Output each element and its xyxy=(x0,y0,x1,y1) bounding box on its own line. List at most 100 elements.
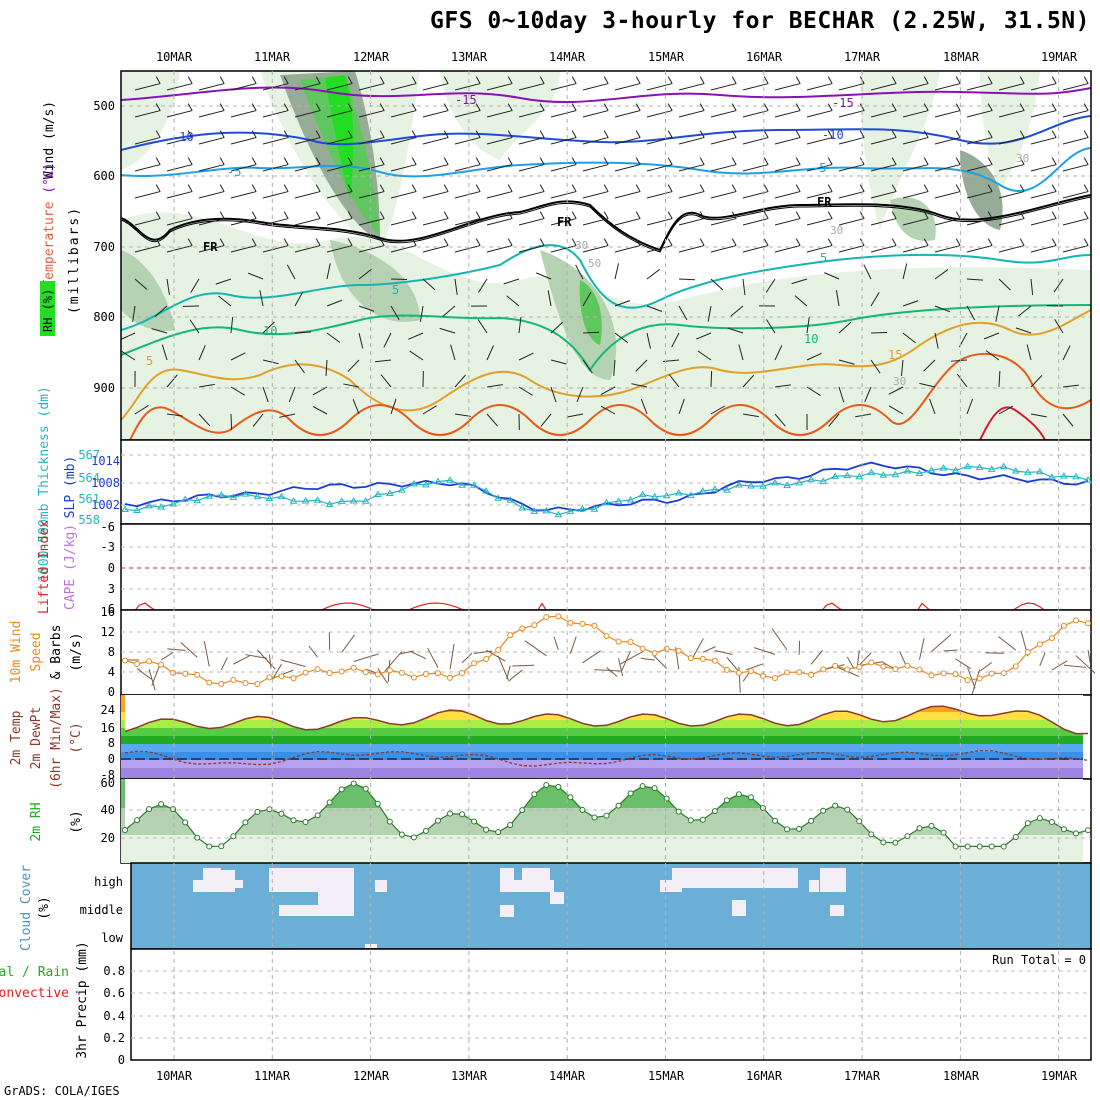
upper-wind-barb xyxy=(838,137,865,145)
wind-speed-marker xyxy=(122,657,128,664)
rh2m-marker xyxy=(422,827,429,834)
wind-speed-marker xyxy=(531,622,538,629)
upper-wind-barb-flag xyxy=(411,184,417,192)
y-tick-label: 1008 xyxy=(91,476,120,490)
upper-wind-barb xyxy=(902,83,929,91)
upper-wind-barb xyxy=(1062,345,1071,361)
upper-wind-barb xyxy=(934,245,961,253)
upper-wind-barb xyxy=(134,245,161,253)
upper-wind-barb xyxy=(614,164,641,172)
upper-wind-barb-flag xyxy=(1051,130,1057,138)
upper-wind-barb xyxy=(929,398,936,415)
upper-wind-barb xyxy=(262,164,289,172)
wind-speed-marker xyxy=(747,668,754,675)
upper-wind-barb-flag xyxy=(603,211,609,219)
wind-speed-marker xyxy=(1036,641,1043,648)
upper-wind-barb xyxy=(697,350,712,361)
thickness-marker xyxy=(494,494,503,501)
wind-barb xyxy=(449,643,455,670)
upper-wind-barb xyxy=(1030,83,1057,91)
upper-wind-barb-flag xyxy=(795,76,801,84)
upper-wind-barb-flag xyxy=(347,130,353,138)
upper-wind-barb-flag xyxy=(923,157,929,165)
wind-barb xyxy=(497,655,509,681)
wind-speed-marker xyxy=(603,632,610,639)
rh2m-marker xyxy=(1072,830,1079,837)
upper-wind-barb xyxy=(247,272,264,280)
thickness-marker xyxy=(301,497,310,504)
contour-label: 15 xyxy=(888,348,902,362)
upper-wind-barb xyxy=(614,137,641,145)
wind-barb xyxy=(400,650,415,655)
upper-wind-barb xyxy=(870,218,897,226)
wind-barb xyxy=(618,658,624,677)
wind-speed-marker xyxy=(579,620,586,627)
upper-wind-barb xyxy=(742,218,769,226)
upper-wind-barb xyxy=(835,290,840,307)
upper-wind-barb-flag xyxy=(1019,103,1025,111)
upper-wind-barb xyxy=(678,278,696,281)
wind-speed-marker xyxy=(194,671,201,678)
upper-wind-barb xyxy=(998,278,1011,291)
thickness-marker xyxy=(771,478,779,486)
rh2m-marker xyxy=(699,816,706,823)
upper-wind-barb-flag xyxy=(923,130,929,138)
upper-wind-barb xyxy=(1026,344,1032,361)
wind-barb xyxy=(753,647,776,655)
rh2m-marker xyxy=(555,783,562,790)
rh2m-marker xyxy=(579,806,586,813)
upper-wind-barb xyxy=(154,305,168,317)
upper-wind-barb-flag xyxy=(699,184,705,192)
upper-wind-barb-flag xyxy=(891,157,897,165)
wind-barb xyxy=(640,657,655,661)
date-tick-label: 12MAR xyxy=(353,1069,390,1083)
upper-wind-barb xyxy=(390,83,417,91)
y-tick-label: -8 xyxy=(101,768,115,782)
upper-wind-barb-flag xyxy=(507,211,513,219)
upper-wind-barb xyxy=(422,245,449,253)
upper-wind-barb xyxy=(230,317,234,334)
date-tick-label: 15MAR xyxy=(648,50,685,64)
upper-wind-barb xyxy=(454,137,481,145)
upper-wind-barb xyxy=(198,345,206,361)
upper-wind-barb xyxy=(870,164,897,172)
wind-speed-marker xyxy=(687,655,694,662)
pressure-axis: 500 600 700 800 900 xyxy=(93,99,115,395)
upper-wind-barb xyxy=(951,359,968,362)
upper-wind-barb xyxy=(422,218,449,226)
upper-wind-barb xyxy=(326,332,341,343)
thickness-marker xyxy=(614,497,623,504)
upper-wind-barb-flag xyxy=(347,157,353,165)
date-gridlines xyxy=(173,71,1060,1060)
rh2m-marker xyxy=(326,799,333,806)
upper-wind-barb xyxy=(450,344,456,361)
upper-wind-barb xyxy=(134,278,148,290)
wind-speed-marker xyxy=(615,638,622,645)
upper-wind-barb-flag xyxy=(1019,130,1025,138)
upper-wind-barb xyxy=(312,406,328,415)
wind-barb xyxy=(606,667,618,677)
upper-wind-barb-flag xyxy=(251,238,257,246)
upper-wind-barb xyxy=(838,218,865,226)
contour-label: -5 xyxy=(812,161,826,175)
thickness-marker xyxy=(181,495,190,502)
upper-wind-barb-flag xyxy=(667,157,673,165)
upper-wind-barb-flag xyxy=(955,184,961,192)
thickness-marker xyxy=(373,490,382,498)
upper-wind-barb xyxy=(998,83,1025,91)
upper-wind-barb xyxy=(262,321,275,334)
rh2m-marker xyxy=(591,814,598,821)
upper-wind-barb xyxy=(710,191,737,199)
upper-wind-barb-flag xyxy=(539,130,545,138)
upper-wind-barb-flag xyxy=(827,211,833,219)
contour-label: 10 xyxy=(804,332,818,346)
upper-wind-barb-flag xyxy=(539,157,545,165)
upper-wind-barb xyxy=(326,164,353,172)
upper-wind-barb xyxy=(550,321,564,334)
upper-wind-barb xyxy=(454,83,481,91)
wind-speed-marker xyxy=(483,656,490,663)
upper-wind-barb xyxy=(294,137,321,145)
y-axis-label: 3hr Precip (mm) xyxy=(75,941,90,1058)
upper-wind-barb xyxy=(134,218,161,226)
upper-wind-barb xyxy=(312,386,328,396)
